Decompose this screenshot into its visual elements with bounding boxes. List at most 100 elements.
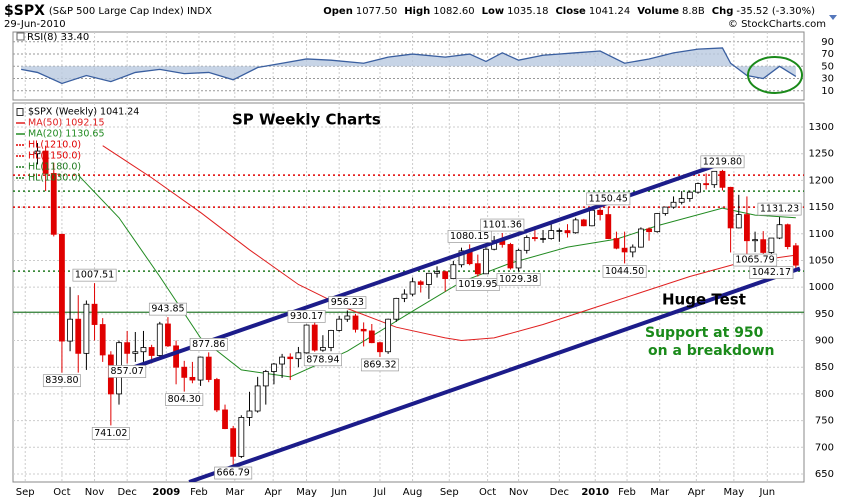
candle-body [638, 228, 644, 248]
candle-body [597, 209, 604, 215]
candle-body [719, 170, 726, 188]
quote-label: Volume [637, 6, 679, 17]
candle-body [385, 318, 392, 353]
candle-body [271, 363, 277, 372]
x-tick-label: Jun [330, 487, 347, 498]
y-tick-label: 850 [815, 362, 834, 373]
price-panel [12, 102, 805, 483]
trend-line [188, 266, 801, 482]
candle-body [360, 328, 367, 332]
y-tick-label: 50 [821, 61, 834, 72]
candle-body [784, 224, 791, 247]
quote-label: High [404, 6, 430, 17]
price-label: 1029.38 [499, 274, 538, 285]
x-tick-label: Jul [373, 487, 386, 498]
candle-body [515, 249, 522, 269]
quote: Open 1077.50 High 1082.60 Low 1035.18 Close 104… [323, 6, 815, 17]
x-tick-label: Jun [758, 487, 775, 498]
symbol: $SPX [4, 3, 45, 19]
price-label-box [91, 427, 130, 440]
candle-body [279, 356, 286, 365]
price-label-box [480, 218, 525, 232]
candle-body [140, 347, 147, 353]
rsi-line [21, 47, 797, 85]
legend-label: MA(50) 1092.15 [28, 118, 105, 129]
x-tick-label: Apr [264, 487, 282, 498]
price-label: 877.86 [192, 339, 225, 350]
price-label-box [360, 358, 399, 372]
candle-body [564, 230, 571, 234]
candle-body [83, 303, 90, 354]
x-tick-label: Dec [117, 487, 136, 498]
candle-body [507, 244, 514, 269]
y-tick-label: 10 [821, 86, 834, 97]
menu-arrow[interactable] [829, 15, 837, 20]
candle-body [613, 238, 620, 249]
candle-body [156, 323, 163, 356]
candle-body [254, 385, 261, 412]
legend-label: MA(20) 1130.65 [28, 129, 105, 140]
candle-body [34, 150, 41, 155]
price-label-box [496, 273, 541, 286]
price-label-box [214, 466, 253, 480]
x-tick-label: Aug [403, 487, 423, 498]
candle-body [629, 246, 636, 253]
y-tick-label: 650 [815, 469, 834, 480]
symbol-name: (S&P 500 Large Cap Index) INDX [49, 6, 212, 17]
candle-body [678, 198, 685, 203]
candle-body [165, 323, 171, 347]
candle-body [556, 230, 563, 232]
price-label: 741.02 [94, 428, 127, 439]
candle-body [148, 347, 155, 356]
candle-body [654, 213, 661, 233]
y-tick-label: 90 [821, 37, 834, 48]
candle-body [776, 224, 783, 239]
candle-body [605, 214, 612, 239]
price-label: 1019.95 [458, 279, 497, 290]
candle-body [483, 248, 489, 275]
y-tick-label: 1100 [809, 229, 834, 240]
x-tick-label: 2010 [581, 487, 609, 498]
candle-body [99, 324, 106, 356]
x-tick-label: 2009 [152, 487, 180, 498]
price-label-box [287, 310, 326, 323]
candle-body [792, 245, 799, 266]
price-label: 804.30 [168, 394, 201, 405]
rsi-icon [16, 32, 25, 41]
annotation: Huge Test [662, 291, 746, 309]
price-label-box [148, 302, 187, 316]
legend-label: HL(1180.0) [28, 162, 81, 173]
candle-body [75, 318, 82, 354]
candle-body [205, 356, 212, 380]
candle-body [540, 238, 546, 240]
legend-label: $SPX (Weekly) 1041.24 [28, 107, 139, 118]
y-tick-label: 700 [815, 442, 834, 453]
price-plot [13, 143, 804, 482]
candle-body [589, 209, 595, 227]
candle-body [189, 376, 196, 381]
candle-body [752, 239, 758, 242]
quote-label: Close [555, 6, 586, 17]
x-tick-label: Oct [479, 487, 496, 498]
price-label: 666.79 [217, 468, 250, 479]
x-tick-label: Nov [509, 487, 529, 498]
x-tick-label: Apr [688, 487, 706, 498]
price-label-box [447, 230, 492, 243]
candle-body [246, 410, 253, 418]
y-tick-label: 1000 [809, 282, 834, 293]
candle-body [727, 186, 734, 229]
candle-body [646, 228, 652, 233]
candle-body [744, 214, 750, 242]
y-tick-label: 950 [815, 309, 834, 320]
y-tick-label: 1250 [809, 149, 834, 160]
candle-body [695, 183, 701, 193]
price-label: 1131.23 [760, 204, 799, 215]
candle-body [230, 428, 237, 457]
candle-body [670, 201, 677, 208]
candle-body [474, 263, 481, 275]
highlight-ellipse [747, 56, 803, 94]
candle-body [344, 315, 351, 320]
candle-body [238, 417, 245, 457]
